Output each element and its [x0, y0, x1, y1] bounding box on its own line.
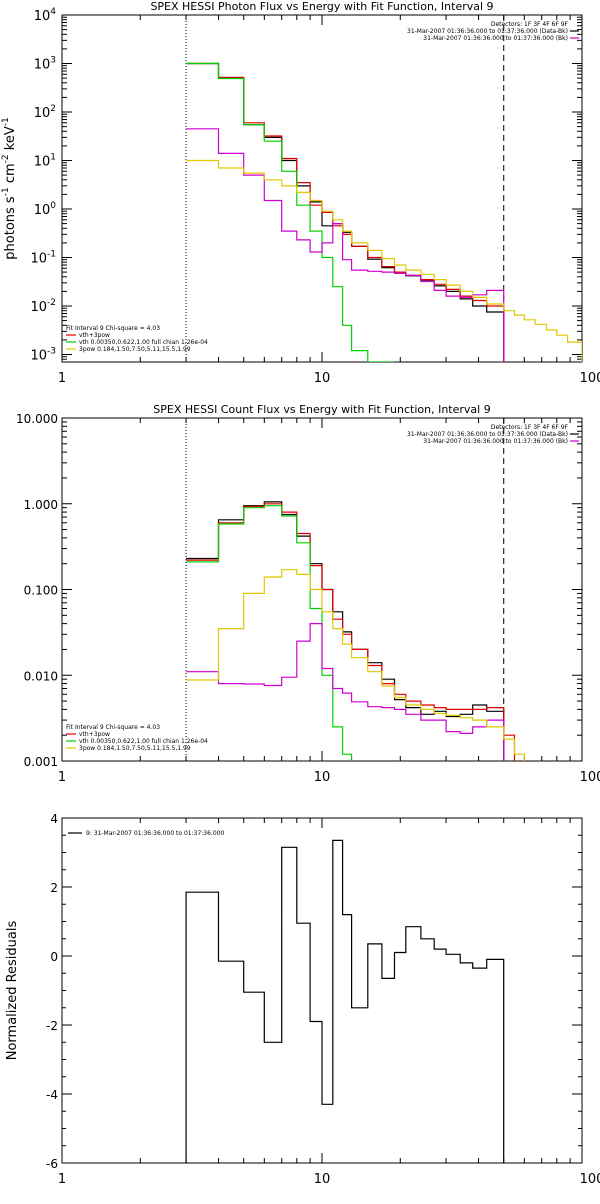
legend-left-entry: vth+3pow: [79, 731, 110, 738]
chart-title: SPEX HESSI Photon Flux vs Energy with Fi…: [150, 0, 493, 13]
photon-flux-plot: SPEX HESSI Photon Flux vs Energy with Fi…: [1, 0, 600, 386]
legend-left-entry: vth 0.00350,0.622,1.00 full chian 1.26e-…: [79, 738, 208, 745]
y-tick-exponent: -2: [47, 298, 56, 308]
y-tick-label: 10-1: [30, 249, 56, 266]
y-tick-label: 10-2: [30, 298, 56, 315]
legend-right-entry: 31-Mar-2007 01:36:36.000 to 01:37:36.000…: [423, 438, 568, 445]
series-group: [186, 62, 582, 362]
x-tick-label: 1: [58, 371, 66, 386]
y-tick-label: 0.100: [24, 584, 58, 598]
legend-left-entry: Fit Interval 9 Chi-square = 4.03: [66, 724, 160, 731]
legend-right-entry: 31-Mar-2007 01:36:36.000 to 01:37:36.000…: [423, 35, 568, 42]
legend-left-entry: vth+3pow: [79, 332, 110, 339]
legend-left-entry: Fit Interval 9 Chi-square = 4.03: [66, 325, 160, 332]
legend-left-entry: 3pow 0.184,1.50,7.50,5.11,15.5,1.99: [79, 346, 191, 353]
legend-right-entry: Detectors: 1F 3F 4F 6F 9F: [491, 424, 569, 431]
y-tick-exponent: -3: [47, 346, 56, 356]
y-tick-base: 10: [30, 251, 47, 266]
y-tick-base: 10: [34, 106, 51, 121]
y-tick-exponent: 2: [50, 104, 56, 114]
x-tick-label: 10: [314, 770, 331, 785]
legend-left-entry: 3pow 0.184,1.50,7.50,5.11,15.5,1.99: [79, 745, 191, 752]
series-2-step-line: [186, 505, 353, 761]
legend-right-entry: 31-Mar-2007 01:36:36.000 to 01:37:36.000…: [407, 431, 568, 438]
y-axis-label: Normalized Residuals: [5, 921, 20, 1061]
y-tick-exponent: 1: [50, 152, 56, 162]
x-tick-label: 1: [58, 770, 66, 785]
legend-right-entry: 31-Mar-2007 01:36:36.000 to 01:37:36.000…: [407, 28, 568, 35]
series-4-step-line: [186, 159, 582, 362]
y-tick-label: 2: [50, 881, 58, 895]
x-tick-label: 1: [58, 1172, 66, 1187]
y-tick-base: 10: [30, 348, 47, 363]
series-0-step-line: [186, 62, 505, 362]
y-tick-label: -2: [46, 1019, 58, 1033]
residuals-plot: 1 10 100 -6 -4 -2 0 2 4 Normalized Residuals 9: 31…: [5, 812, 600, 1187]
y-label-exponent: -1: [1, 187, 11, 196]
y-tick-label: 103: [34, 55, 56, 72]
series-group: [185, 839, 505, 1163]
series-0-step-line: [186, 501, 505, 761]
x-tick-label: 100: [580, 1172, 600, 1187]
y-label-exponent: -1: [1, 117, 11, 126]
series-group: [186, 501, 525, 761]
y-tick-label: 0.001: [24, 755, 58, 769]
series-4-step-line: [186, 569, 525, 761]
legend-left-top-entry: 9: 31-Mar-2007 01:36:36.000 to 01:37:36.…: [86, 830, 224, 837]
series-2-step-line: [186, 62, 395, 362]
series-1-step-line: [186, 62, 505, 362]
y-tick-label: 101: [34, 152, 56, 169]
y-tick-label: 1.000: [24, 498, 58, 512]
y-tick-base: 10: [34, 203, 51, 218]
legend-left-entry: vth 0.00350,0.622,1.00 full chian 1.26e-…: [79, 339, 208, 346]
series-3-step-line: [186, 623, 505, 761]
y-tick-label: 10-3: [30, 346, 56, 363]
series-1-step-line: [186, 503, 516, 761]
y-tick-base: 10: [34, 154, 51, 169]
chart-title: SPEX HESSI Count Flux vs Energy with Fit…: [153, 403, 490, 416]
series-0-step-line: [185, 839, 505, 1163]
y-label-exponent: -2: [1, 154, 11, 163]
count-flux-plot: SPEX HESSI Count Flux vs Energy with Fit…: [16, 403, 600, 785]
x-tick-label: 100: [580, 371, 600, 386]
y-axis-label: photons s-1 cm-2 keV-1: [1, 117, 18, 259]
y-tick-base: 10: [30, 300, 47, 315]
x-tick-label: 100: [580, 770, 600, 785]
y-tick-label: -6: [46, 1157, 58, 1171]
y-tick-base: 10: [34, 9, 51, 24]
legend-right-entry: Detectors: 1F 3F 4F 6F 9F: [491, 21, 569, 28]
y-label-part: keV: [3, 126, 18, 154]
y-tick-exponent: 0: [50, 201, 56, 211]
y-tick-base: 10: [34, 57, 51, 72]
y-tick-label: -4: [46, 1088, 58, 1102]
y-tick-label: 100: [34, 201, 57, 218]
y-tick-label: 10.000: [16, 412, 58, 426]
series-3-step-line: [186, 128, 505, 362]
y-label-part: photons s: [3, 196, 18, 260]
y-tick-exponent: 3: [50, 55, 56, 65]
y-label-part: cm: [3, 163, 18, 187]
y-tick-label: 0: [50, 950, 58, 964]
y-tick-exponent: -1: [47, 249, 56, 259]
x-tick-label: 10: [314, 1172, 331, 1187]
y-tick-label: 0.010: [24, 669, 58, 683]
y-tick-label: 4: [50, 812, 58, 826]
x-tick-label: 10: [314, 371, 331, 386]
y-tick-label: 104: [34, 7, 57, 24]
y-tick-label: 102: [34, 104, 56, 121]
y-tick-exponent: 4: [50, 7, 56, 17]
